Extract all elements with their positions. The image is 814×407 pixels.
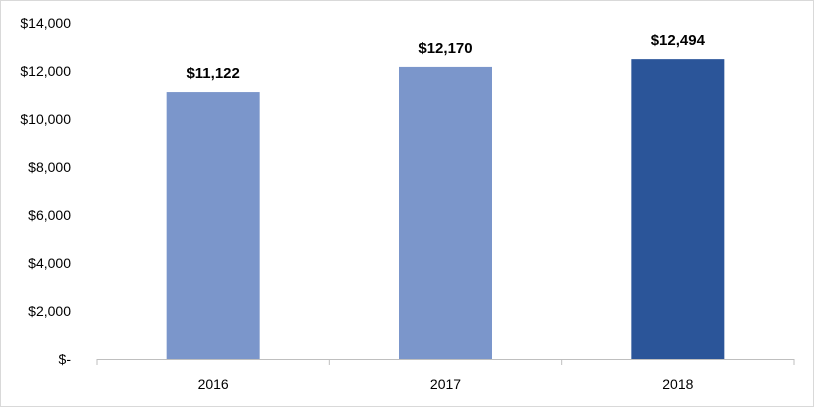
- x-tick-label: 2018: [662, 376, 693, 392]
- bar-2016: [166, 92, 260, 360]
- y-tick-label: $6,000: [28, 207, 71, 223]
- y-tick-label: $8,000: [28, 159, 71, 175]
- bar-2018: [631, 59, 725, 359]
- y-tick-label: $12,000: [20, 63, 71, 79]
- y-tick-label: $14,000: [20, 15, 71, 31]
- x-axis-ticks: [96, 359, 795, 365]
- y-tick-label: $4,000: [28, 255, 71, 271]
- y-tick-label: $-: [59, 351, 72, 367]
- y-tick-label: $2,000: [28, 303, 71, 319]
- x-tick-label: 2016: [198, 376, 229, 392]
- bars: [166, 59, 725, 360]
- data-labels: $11,122 $12,170 $12,494: [186, 32, 705, 82]
- bar-2017: [399, 66, 492, 360]
- data-label: $12,494: [651, 32, 706, 49]
- x-axis-labels: 2016 2017 2018: [198, 376, 694, 392]
- data-label: $11,122: [186, 65, 239, 82]
- y-tick-label: $10,000: [20, 111, 71, 127]
- y-axis-labels: $- $2,000 $4,000 $6,000 $8,000 $10,000 $12,000…: [20, 15, 71, 367]
- x-tick-label: 2017: [430, 376, 461, 392]
- data-label: $12,170: [418, 40, 472, 57]
